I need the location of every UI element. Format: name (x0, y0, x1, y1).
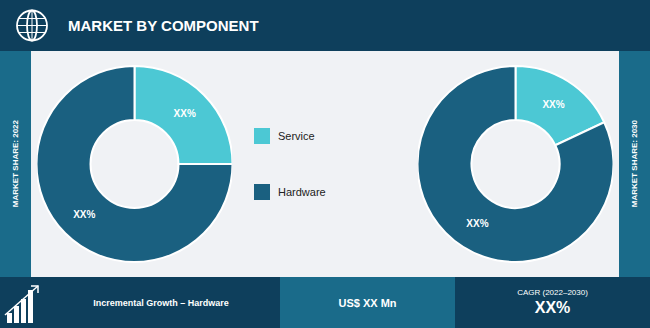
svg-text:XX%: XX% (466, 218, 488, 229)
html-text:US$ XX Mn: US$ XX Mn (338, 296, 397, 309)
html-text:MARKET SHARE: 2022: MARKET SHARE: 2022 (11, 120, 20, 208)
html-text:XX%: XX% (534, 299, 571, 316)
html-text:CAGR (2022–2030): CAGR (2022–2030) (517, 288, 588, 297)
html-text:Service: Service (278, 130, 315, 142)
svg-text:XX%: XX% (542, 99, 564, 110)
svg-text:XX%: XX% (174, 108, 196, 119)
html-text:MARKET SHARE: 2030: MARKET SHARE: 2030 (630, 120, 639, 208)
html-text:Hardware: Hardware (278, 186, 326, 198)
svg-text:XX%: XX% (73, 209, 95, 220)
html-text:Incremental Growth – Hardware: Incremental Growth – Hardware (93, 297, 229, 308)
html-text:MARKET BY COMPONENT: MARKET BY COMPONENT (68, 17, 259, 34)
